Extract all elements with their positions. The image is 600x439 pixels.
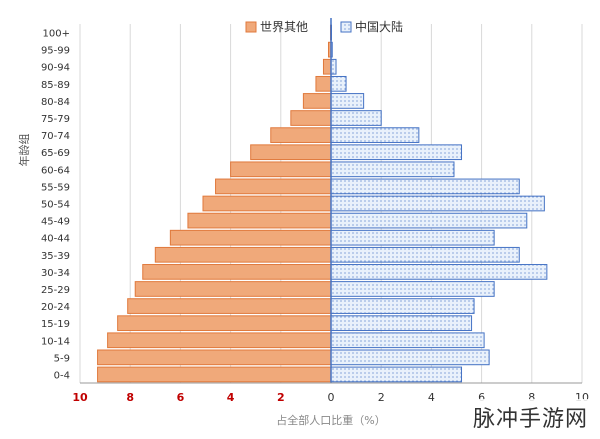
y-axis-title: 年龄组: [17, 134, 31, 167]
bar-left-45-49: [187, 212, 332, 229]
x-tick-label: 2: [378, 391, 385, 404]
bar-right-5-9: [330, 349, 490, 366]
y-tick-label: 55-59: [41, 182, 70, 193]
bar-left-10-14: [107, 332, 332, 349]
y-tick-label: 20-24: [41, 302, 70, 313]
bar-right-70-74: [330, 127, 420, 143]
bar-left-85-89: [315, 75, 332, 92]
y-tick-label: 35-39: [41, 251, 70, 262]
legend-swatch-china: [340, 21, 352, 33]
x-tick-label: 4: [428, 391, 435, 404]
bar-left-75-79: [290, 110, 332, 126]
y-tick-label: 5-9: [54, 353, 70, 364]
x-axis-title: 占全部人口比重（%）: [276, 413, 385, 427]
x-tick-label: 6: [478, 391, 485, 404]
bar-left-30-34: [142, 264, 332, 280]
y-tick-label: 70-74: [41, 131, 70, 142]
legend-swatch-world: [245, 21, 257, 33]
y-tick-label: 95-99: [41, 46, 70, 57]
bar-left-70-74: [270, 127, 332, 143]
bar-right-85-89: [330, 75, 347, 92]
bar-right-15-19: [330, 315, 473, 332]
y-tick-label: 0-4: [54, 370, 70, 381]
bar-left-25-29: [134, 281, 332, 297]
bar-left-90-94: [322, 58, 332, 75]
y-tick-label: 60-64: [41, 165, 70, 176]
bar-left-55-59: [215, 178, 332, 195]
bar-left-0-4: [97, 366, 332, 383]
bar-left-20-24: [127, 298, 332, 314]
bar-right-90-94: [330, 58, 337, 75]
bar-left-40-44: [169, 229, 332, 246]
bar-right-10-14: [330, 332, 485, 349]
bar-left-35-39: [154, 246, 332, 263]
bar-right-40-44: [330, 229, 495, 246]
bar-left-80-84: [302, 93, 332, 109]
y-tick-label: 25-29: [41, 285, 70, 296]
bar-left-15-19: [117, 315, 332, 332]
y-tick-label: 85-89: [41, 80, 70, 91]
bar-right-50-54: [330, 195, 545, 212]
x-tick-label: 2: [277, 391, 285, 404]
y-tick-label: 10-14: [41, 336, 70, 347]
legend-label-china: 中国大陆: [355, 19, 403, 34]
y-tick-label: 50-54: [41, 200, 70, 211]
bar-left-5-9: [97, 349, 332, 366]
bar-left-50-54: [202, 195, 332, 212]
watermark-text: 脉冲手游网: [466, 399, 594, 435]
bar-right-20-24: [330, 298, 475, 314]
bar-right-0-4: [330, 366, 463, 383]
y-tick-label: 100+: [43, 29, 70, 40]
x-tick-label: 8: [126, 391, 134, 404]
bar-right-45-49: [330, 212, 528, 229]
y-tick-label: 40-44: [41, 234, 70, 245]
y-tick-label: 80-84: [41, 97, 70, 108]
bar-left-60-64: [230, 161, 332, 178]
bar-right-65-69: [330, 144, 463, 161]
bar-right-55-59: [330, 178, 520, 195]
y-tick-label: 90-94: [41, 63, 70, 74]
y-tick-label: 30-34: [41, 268, 70, 279]
legend-label-world: 世界其他: [260, 20, 308, 34]
bar-right-80-84: [330, 93, 365, 109]
bar-right-25-29: [330, 281, 495, 297]
bar-right-75-79: [330, 110, 382, 126]
y-tick-label: 65-69: [41, 148, 70, 159]
bar-left-65-69: [250, 144, 332, 161]
y-tick-label: 75-79: [41, 114, 70, 125]
bar-right-35-39: [330, 246, 520, 263]
x-tick-label: 6: [177, 391, 185, 404]
y-tick-label: 45-49: [41, 217, 70, 228]
x-tick-label: 8: [528, 391, 535, 404]
x-tick-label: 0: [328, 391, 335, 404]
bar-right-30-34: [330, 264, 548, 280]
bar-right-60-64: [330, 161, 455, 178]
x-tick-label: 4: [227, 391, 235, 404]
x-tick-label: 10: [72, 391, 88, 404]
y-tick-label: 15-19: [41, 319, 70, 330]
